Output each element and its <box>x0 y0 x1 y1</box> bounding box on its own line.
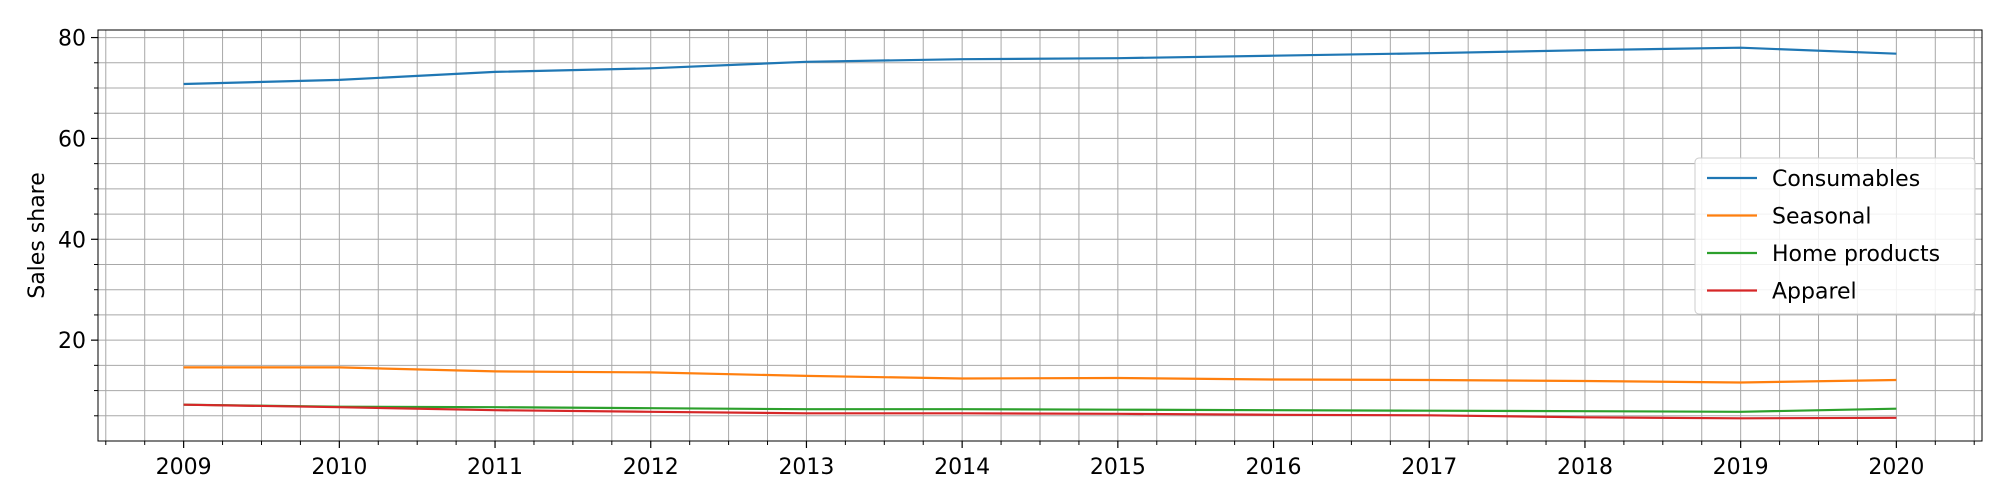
legend-label: Consumables <box>1772 167 1920 192</box>
x-tick-label: 2009 <box>156 455 212 480</box>
x-tick-label: 2017 <box>1401 455 1457 480</box>
series-line-apparel <box>183 403 1897 420</box>
x-tick-label: 2012 <box>623 455 679 480</box>
y-axis-label: Sales share <box>25 172 50 299</box>
series-lines <box>183 46 1897 420</box>
legend: Consumables Seasonal Home products Apparel <box>1694 157 1976 315</box>
x-tick-label: 2014 <box>934 455 990 480</box>
x-tick-label: 2020 <box>1868 455 1924 480</box>
legend-box <box>1694 157 1976 315</box>
x-tick-label: 2013 <box>778 455 834 480</box>
y-tick-label: 80 <box>58 27 86 52</box>
series-line-seasonal <box>183 366 1897 384</box>
y-tick-label: 20 <box>58 329 86 354</box>
axis-ticks: 2009 2010 2011 2012 2013 2014 2015 2016 2017 2018… <box>58 27 1975 480</box>
x-tick-label: 2019 <box>1713 455 1769 480</box>
series-line-home-products <box>183 403 1897 413</box>
x-tick-label: 2010 <box>311 455 367 480</box>
y-tick-label: 40 <box>58 228 86 253</box>
x-tick-label: 2015 <box>1090 455 1146 480</box>
legend-label: Home products <box>1772 242 1940 267</box>
legend-label: Seasonal <box>1772 205 1871 230</box>
legend-label: Apparel <box>1772 280 1857 305</box>
y-tick-label: 60 <box>58 127 86 152</box>
series-line-consumables <box>183 46 1897 86</box>
x-tick-label: 2011 <box>467 455 523 480</box>
x-tick-label: 2018 <box>1557 455 1613 480</box>
x-tick-label: 2016 <box>1246 455 1302 480</box>
